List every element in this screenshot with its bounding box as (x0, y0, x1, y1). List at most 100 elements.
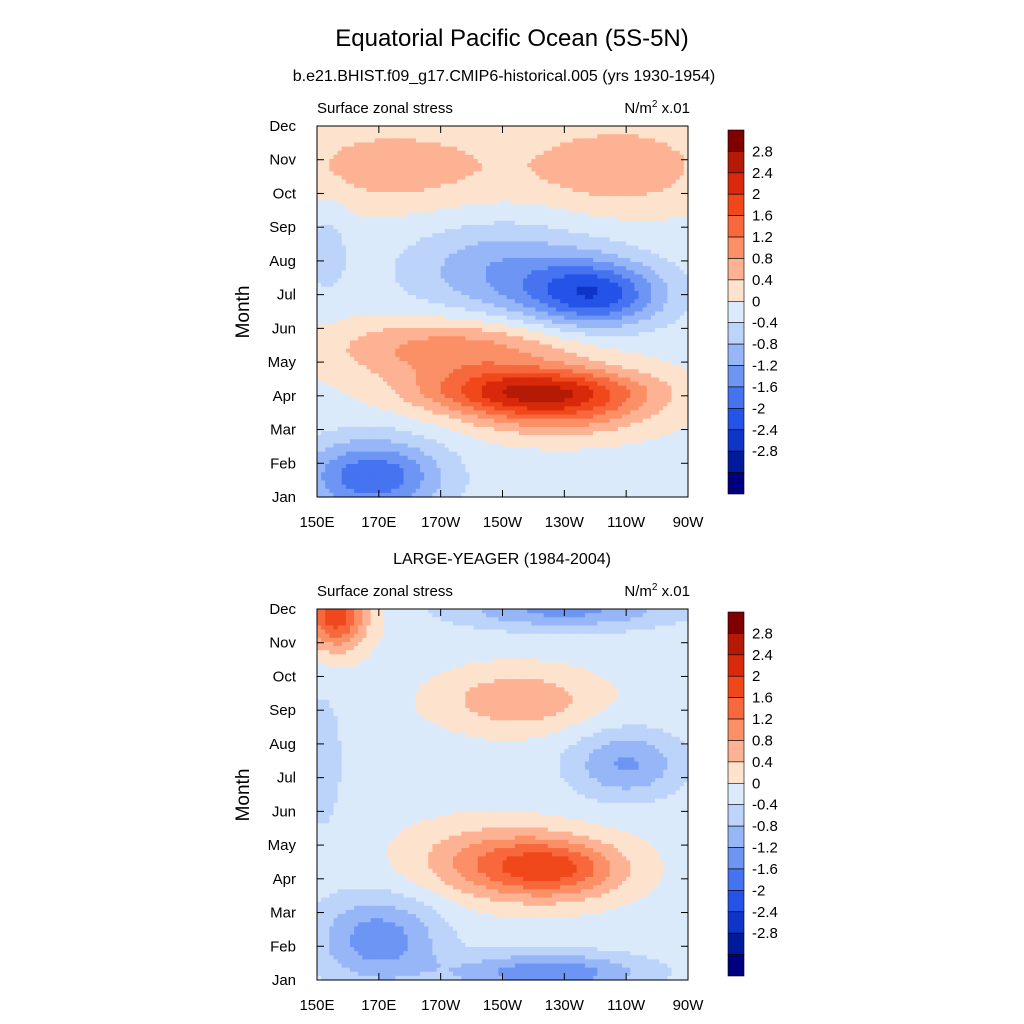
heatmap-cell (527, 224, 532, 230)
heatmap-cell (440, 385, 446, 391)
heatmap-cell (411, 360, 417, 366)
heatmap-cell (457, 200, 462, 205)
heatmap-cell (395, 257, 401, 263)
heatmap-cell (337, 418, 343, 424)
heatmap-cell (527, 373, 532, 379)
heatmap-cell (366, 146, 372, 152)
heatmap-cell (457, 402, 462, 407)
heatmap-cell (453, 307, 458, 313)
heatmap-cell (436, 464, 442, 469)
heatmap-cell (317, 266, 322, 271)
heatmap-cell (345, 274, 351, 280)
heatmap-cell (325, 488, 330, 494)
heatmap-cell (457, 492, 462, 498)
heatmap-cell (510, 373, 516, 379)
heatmap-cell (543, 208, 549, 214)
heatmap-cell (481, 327, 487, 333)
heatmap-cell (498, 171, 504, 177)
heatmap-cell (341, 253, 347, 259)
heatmap-cell (453, 336, 458, 341)
heatmap-cell (432, 385, 438, 391)
heatmap-cell (539, 307, 545, 313)
heatmap-cell (535, 237, 541, 243)
heatmap-cell (321, 414, 326, 420)
heatmap-cell (465, 220, 471, 226)
heatmap-cell (362, 468, 368, 473)
heatmap-cell (329, 315, 335, 321)
heatmap-cell (510, 389, 516, 395)
heatmap-cell (387, 286, 392, 292)
heatmap-cell (395, 431, 401, 436)
heatmap-cell (527, 134, 532, 139)
heatmap-cell (473, 484, 479, 490)
heatmap-cell (477, 439, 483, 445)
heatmap-cell (382, 282, 388, 288)
heatmap-cell (448, 472, 454, 477)
heatmap-cell (502, 208, 508, 214)
heatmap-cell (465, 290, 471, 296)
heatmap-cell (387, 257, 392, 263)
heatmap-cell (407, 286, 413, 292)
heatmap-cell (354, 208, 359, 214)
heatmap-cell (333, 332, 339, 337)
heatmap-cell (498, 365, 504, 370)
heatmap-cell (428, 323, 434, 329)
heatmap-cell (354, 455, 359, 461)
heatmap-cell (345, 311, 351, 317)
heatmap-cell (448, 311, 454, 317)
heatmap-cell (382, 356, 388, 362)
heatmap-cell (490, 488, 495, 494)
heatmap-cell (337, 406, 343, 412)
heatmap-cell (378, 224, 384, 230)
heatmap-cell (337, 216, 343, 222)
heatmap-cell (374, 344, 380, 350)
heatmap-cell (448, 336, 454, 341)
heatmap-cell (395, 447, 401, 453)
heatmap-cell (415, 142, 421, 148)
heatmap-cell (325, 426, 330, 432)
heatmap-cell (366, 439, 372, 445)
heatmap-cell (349, 472, 355, 477)
heatmap-cell (457, 163, 462, 168)
heatmap-cell (345, 175, 351, 181)
heatmap-cell (461, 138, 466, 144)
heatmap-cell (358, 377, 363, 383)
heatmap-cell (486, 468, 491, 473)
heatmap-cell (539, 377, 545, 383)
heatmap-cell (370, 352, 376, 358)
heatmap-cell (403, 266, 409, 271)
heatmap-cell (510, 212, 516, 218)
heatmap-cell (502, 418, 508, 424)
heatmap-cell (411, 299, 417, 304)
heatmap-cell (436, 315, 442, 321)
heatmap-cell (473, 327, 479, 333)
heatmap-cell (498, 459, 504, 465)
heatmap-cell (399, 150, 405, 156)
heatmap-cell (407, 204, 413, 210)
heatmap-cell (325, 476, 330, 482)
heatmap-cell (498, 196, 504, 201)
heatmap-cell (399, 191, 405, 197)
heatmap-cell (436, 451, 442, 457)
heatmap-cell (329, 249, 335, 255)
heatmap-cell (469, 455, 475, 461)
heatmap-cell (358, 340, 363, 346)
heatmap-cell (448, 224, 454, 230)
heatmap-cell (494, 327, 499, 333)
heatmap-cell (415, 146, 421, 152)
heatmap-cell (374, 488, 380, 494)
heatmap-cell (486, 352, 491, 358)
heatmap-cell (543, 138, 549, 144)
heatmap-cell (440, 257, 446, 263)
heatmap-cell (514, 315, 520, 321)
heatmap-cell (444, 488, 450, 494)
heatmap-cell (531, 126, 537, 131)
heatmap-cell (531, 262, 537, 267)
heatmap-cell (407, 369, 413, 374)
heatmap-cell (337, 146, 343, 152)
heatmap-cell (448, 360, 454, 366)
heatmap-cell (535, 171, 541, 177)
heatmap-cell (341, 270, 347, 275)
heatmap-cell (378, 262, 384, 267)
heatmap-cell (420, 431, 425, 436)
